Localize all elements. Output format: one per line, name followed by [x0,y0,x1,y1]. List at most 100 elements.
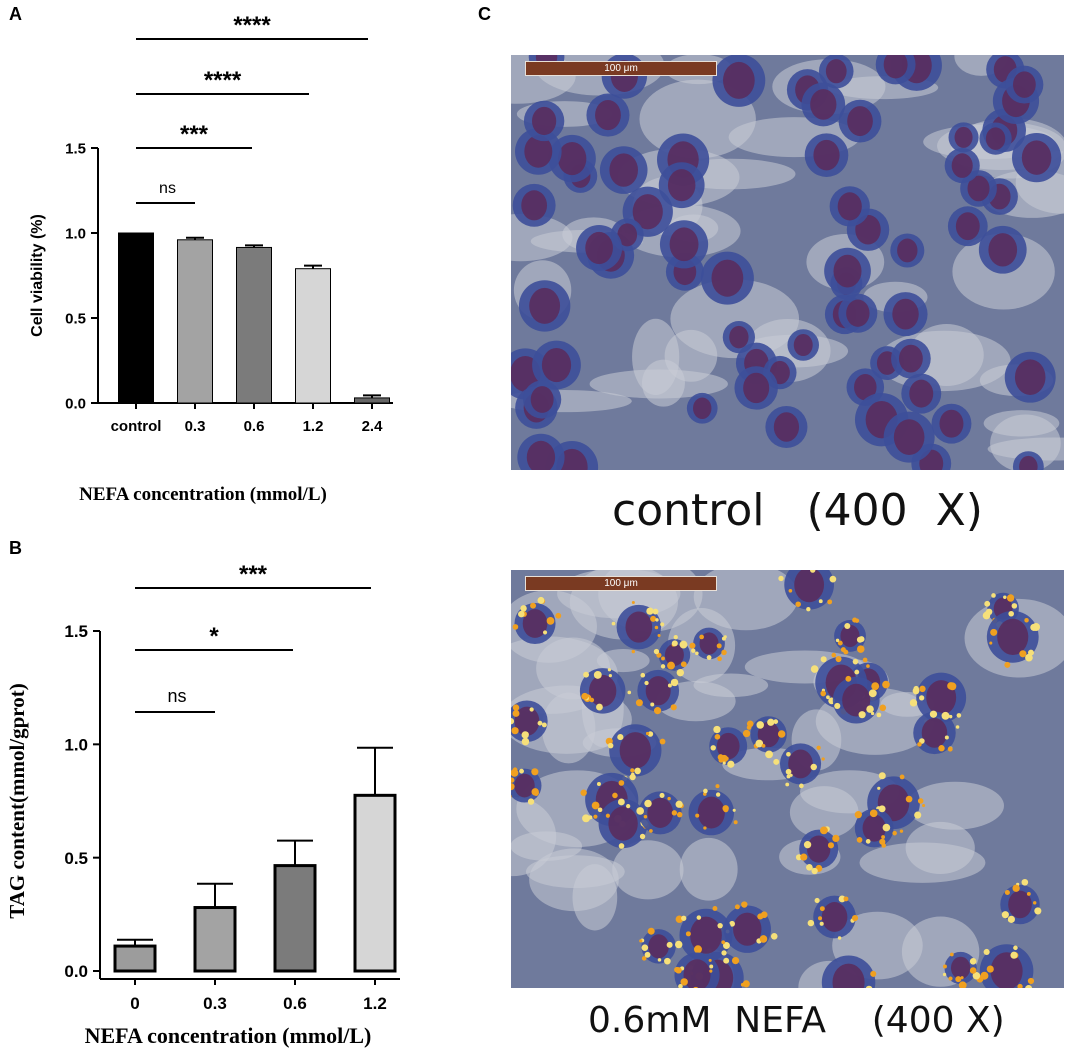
micrograph-nucleus [1021,140,1052,175]
micrograph-lipid-droplet [969,967,977,974]
micrograph-lipid-droplet [679,640,688,649]
micrograph-lipid-droplet [778,575,784,582]
micrograph-lipid-droplet [865,839,871,844]
micrograph-lipid-droplet [722,805,729,812]
bar-0.3 [193,906,237,973]
micrograph-nucleus [699,632,719,655]
micrograph-lipid-droplet [877,786,881,790]
micrograph-lipid-droplet [636,807,644,815]
micrograph-lipid-droplet [675,915,684,923]
micrograph-membrane [541,692,596,764]
micrograph-nucleus [683,959,711,988]
micrograph-lipid-droplet [843,649,849,655]
micrograph-lipid-droplet [639,833,646,840]
micrograph-lipid-droplet [527,798,535,805]
micrograph-membrane [679,837,738,901]
micrograph-nucleus [541,347,572,383]
bar-1.2 [353,793,397,973]
micrograph-lipid-droplet [703,788,708,794]
micrograph-lipid-droplet [1033,901,1037,905]
micrograph-nucleus [967,175,990,202]
micrograph-nucleus [711,259,744,297]
micrograph-lipid-droplet [810,665,819,673]
micrograph-lipid-droplet [917,742,922,747]
micrograph-lipid-droplet [806,863,813,871]
micrograph-nucleus [793,333,813,357]
micrograph-lipid-droplet [938,745,945,752]
micrograph-lipid-droplet [759,935,768,943]
micrograph-lipid-droplet [1024,618,1029,623]
micrograph-lipid-droplet [909,699,918,707]
micrograph-lipid-droplet [742,729,751,738]
micrograph-lipid-droplet [879,704,887,712]
micrograph-control-cells [511,55,1064,470]
micrograph-nucleus [693,397,712,420]
micrograph-lipid-droplet [629,773,636,781]
panel-label-b: B [9,538,22,558]
micrograph-nucleus [954,126,973,148]
x-tick-label-0.6: 0.6 [283,994,307,1013]
micrograph-nucleus [690,916,722,954]
significance-label: **** [233,12,271,39]
micrograph-lipid-droplet [612,792,618,799]
micrograph-lipid-droplet [943,964,947,969]
micrograph-lipid-droplet [723,635,727,639]
y-tick-label: 0.5 [64,849,88,868]
caption-nefa: 0.6mM NEFA (400 X) [588,1000,1005,1041]
micrograph-lipid-droplet [795,601,801,607]
micrograph-lipid-droplet [703,826,707,830]
micrograph-lipid-droplet [862,657,868,663]
micrograph-membrane [909,324,984,386]
micrograph-nucleus [985,127,1006,150]
micrograph-lipid-droplet [657,958,662,962]
micrograph-lipid-droplet [596,703,603,711]
micrograph-membrane [983,410,1060,437]
micrograph-lipid-droplet [659,792,665,798]
micrograph-lipid-droplet [533,790,539,796]
micrograph-lipid-droplet [834,702,841,710]
micrograph-nucleus [733,912,762,946]
micrograph-lipid-droplet [1004,661,1011,668]
micrograph-nucleus [862,814,886,842]
bar-control [118,232,154,404]
micrograph-nucleus [883,55,908,79]
micrograph-nucleus [832,963,865,988]
micrograph-nucleus [617,223,638,247]
micrograph-lipid-droplet [989,641,993,645]
micrograph-lipid-droplet [611,621,616,626]
micrograph-lipid-droplet [639,939,643,943]
micrograph-lipid-droplet [829,575,837,583]
micrograph-lipid-droplet [581,692,589,700]
micrograph-lipid-droplet [653,648,660,655]
micrograph-membrane [632,318,680,395]
micrograph-lipid-droplet [955,976,962,983]
micrograph-lipid-droplet [844,622,851,630]
micrograph-lipid-droplet [773,758,780,765]
micrograph-lipid-droplet [715,792,721,797]
micrograph-lipid-droplet [816,745,821,750]
bar-0.3 [177,239,213,404]
micrograph-lipid-droplet [618,843,625,849]
micrograph-nucleus [1008,890,1032,919]
micrograph-lipid-droplet [691,648,696,653]
micrograph-lipid-droplet [721,940,726,945]
micrograph-membrane [693,570,799,631]
micrograph-lipid-droplet [856,645,865,653]
micrograph-nucleus [788,749,813,779]
micrograph-lipid-droplet [922,803,926,808]
micrograph-lipid-droplet [591,801,600,810]
micrograph-lipid-droplet [986,965,994,973]
micrograph-lipid-droplet [958,981,967,988]
micrograph-lipid-droplet [1007,915,1015,923]
micrograph-lipid-droplet [729,920,735,927]
micrograph-lipid-droplet [650,615,657,622]
micrograph-nucleus [529,287,561,324]
micrograph-lipid-droplet [617,733,624,741]
scale-bar-control: 100 μm [525,61,717,76]
micrograph-nucleus [1014,359,1046,396]
micrograph-lipid-droplet [734,904,740,910]
micrograph-lipid-droplet [709,964,714,969]
micrograph-nucleus [955,212,980,241]
micrograph-lipid-droplet [1034,907,1042,915]
significance-label: **** [204,67,242,94]
